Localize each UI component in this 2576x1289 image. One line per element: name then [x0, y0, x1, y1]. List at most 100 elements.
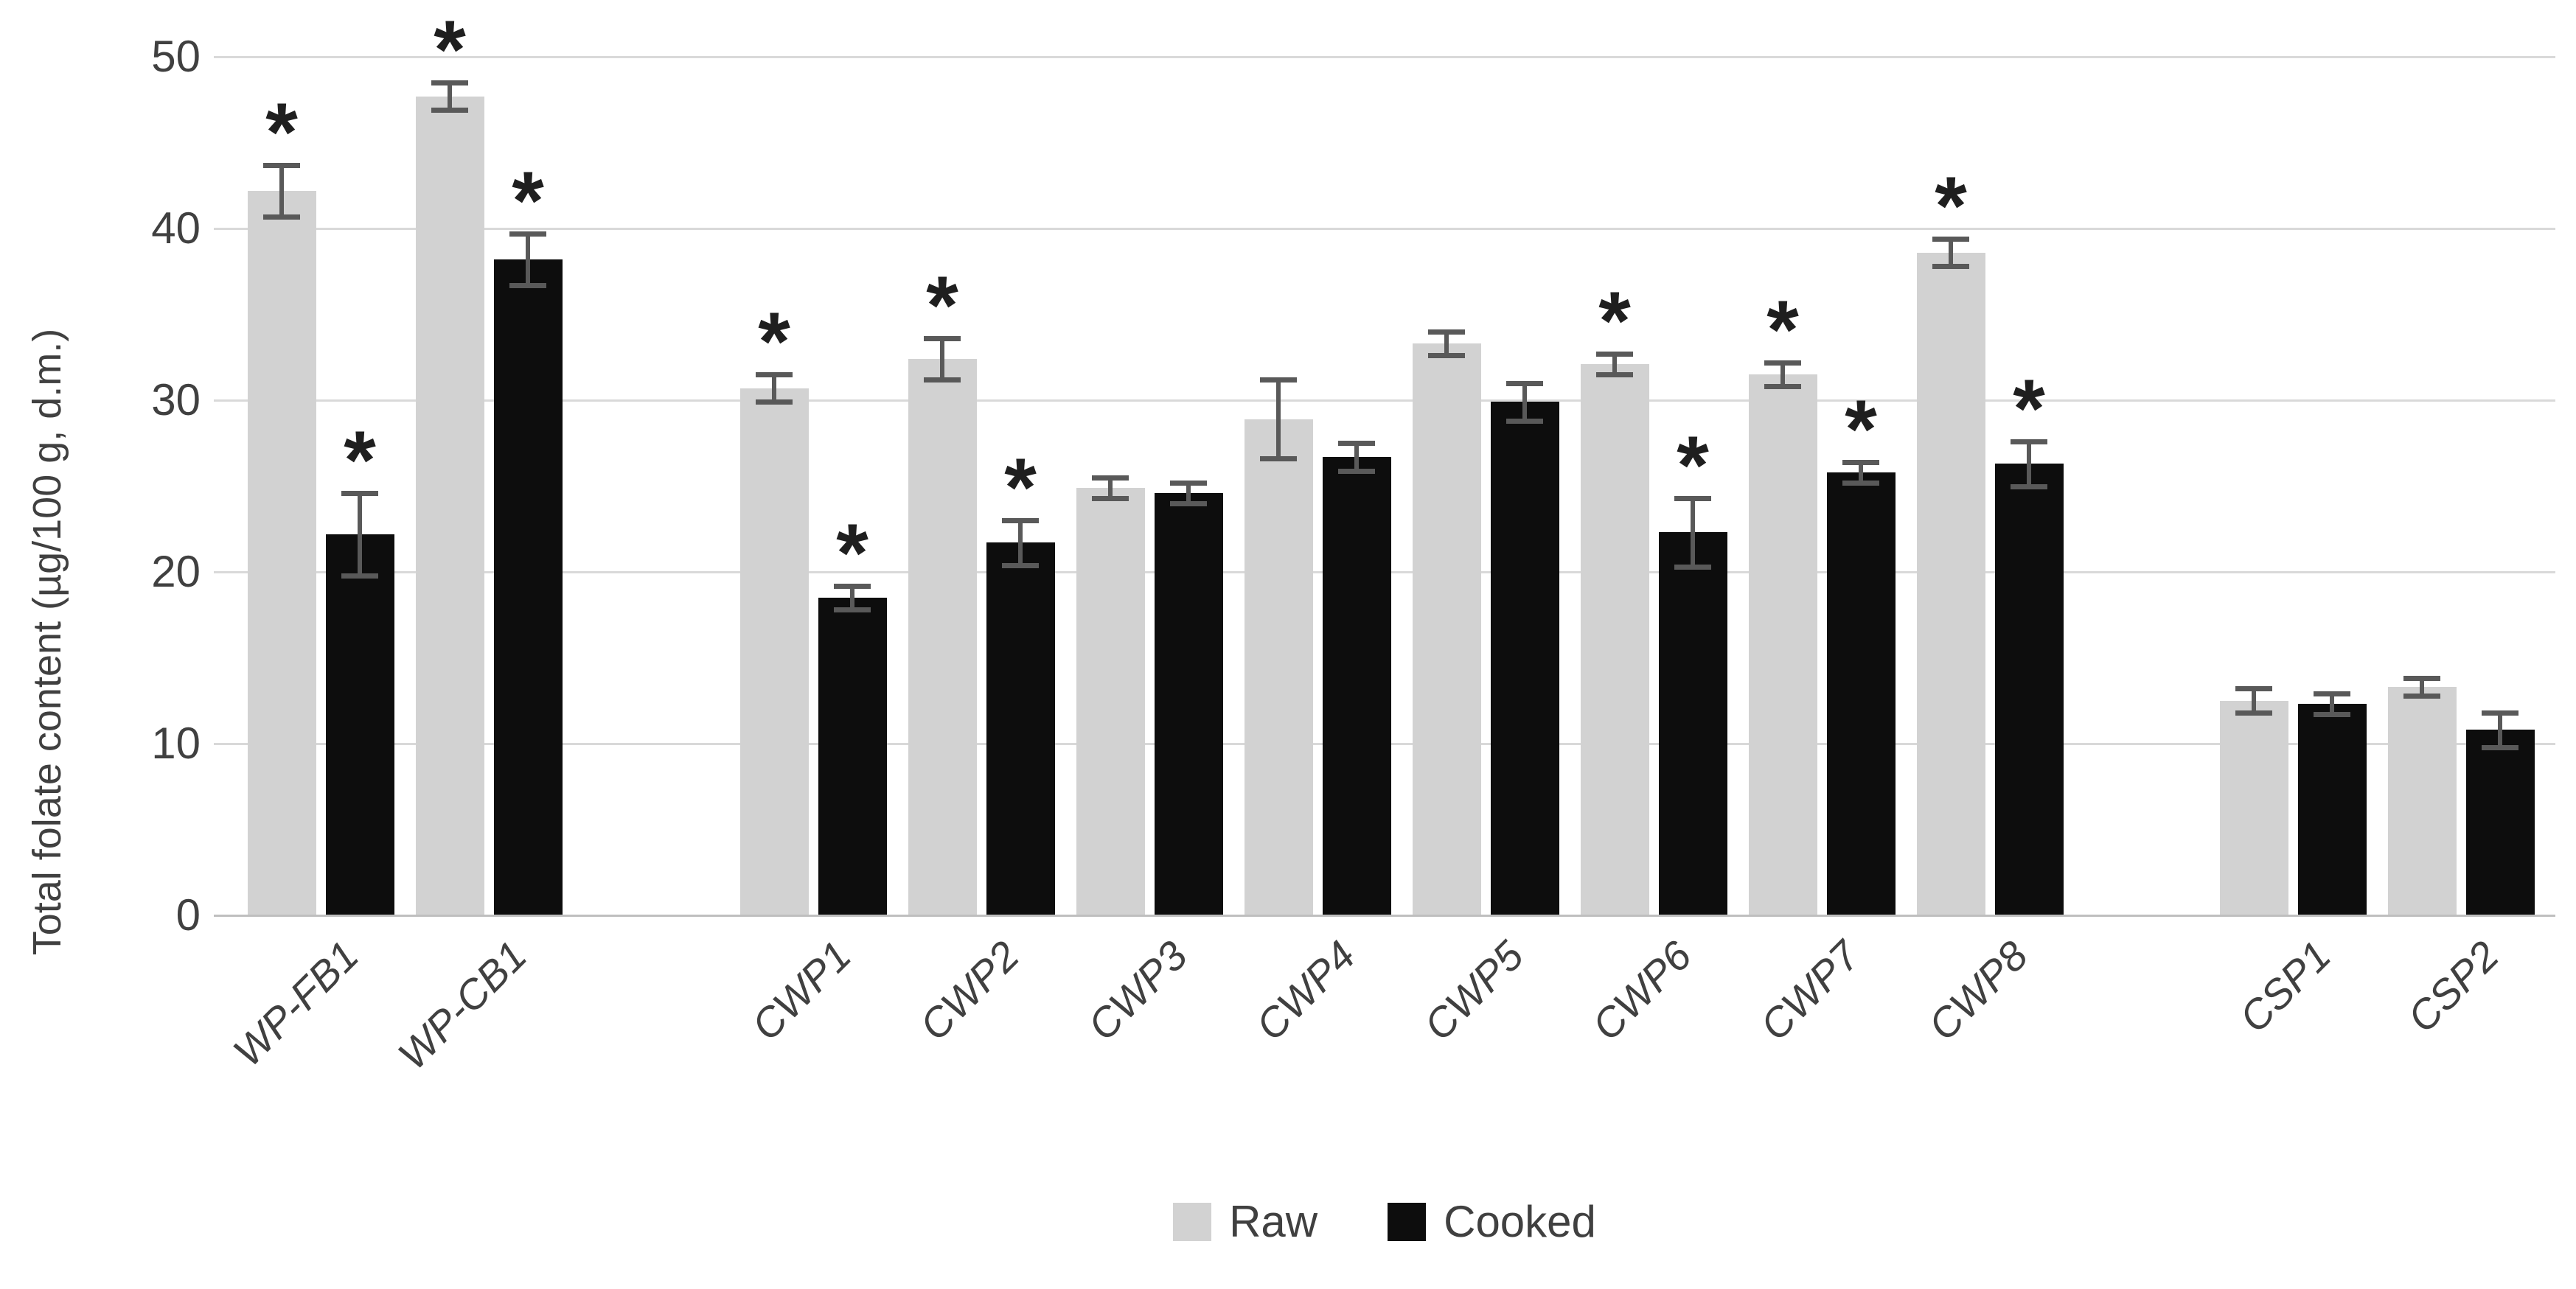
bar-cooked-CWP1	[818, 597, 887, 915]
y-tick-label: 20	[151, 547, 201, 596]
bar-cooked-CWP4	[1322, 456, 1391, 915]
error-bar	[1444, 331, 1449, 356]
error-bar-cap	[1170, 480, 1207, 486]
error-bar-cap	[1596, 352, 1633, 357]
bar-cooked-CSP1	[2297, 704, 2367, 915]
significance-asterisk: *	[1598, 275, 1631, 368]
error-bar-cap	[2011, 439, 2047, 444]
error-bar	[1186, 482, 1191, 503]
error-bar-cap	[1002, 562, 1039, 568]
bar-cooked-CWP8	[1994, 464, 2064, 915]
bar-raw-WP-FB1	[247, 190, 316, 915]
y-axis-title: Total folate content (µg/100 g, d.m.)	[25, 328, 69, 956]
error-bar-cap	[2403, 676, 2440, 682]
significance-asterisk: *	[926, 259, 958, 352]
bar-raw-CWP8	[1916, 252, 1985, 915]
error-bar	[940, 338, 944, 380]
error-bar	[1780, 362, 1785, 387]
error-bar-cap	[263, 214, 300, 220]
error-bar-cap	[1764, 384, 1801, 390]
error-bar-cap	[756, 399, 793, 405]
error-bar	[2420, 678, 2424, 696]
error-bar	[2252, 688, 2256, 713]
error-bar	[1522, 382, 1527, 421]
error-bar	[279, 164, 284, 217]
error-bar	[448, 82, 452, 111]
error-bar-cap	[1842, 480, 1879, 486]
bar-raw-CSP1	[2219, 700, 2288, 915]
error-bar-cap	[1428, 329, 1465, 335]
error-bar-cap	[1170, 500, 1207, 506]
gridline	[214, 55, 2555, 58]
legend-swatch-cooked	[1388, 1203, 1427, 1241]
bar-cooked-CWP3	[1154, 492, 1223, 915]
error-bar-cap	[1338, 468, 1375, 474]
significance-asterisk: *	[512, 154, 544, 247]
error-bar	[850, 585, 854, 610]
error-bar-cap	[1338, 441, 1375, 447]
gridline	[214, 399, 2555, 402]
significance-asterisk: *	[344, 413, 376, 506]
error-bar-cap	[1596, 372, 1633, 378]
error-bar-cap	[2314, 691, 2350, 697]
y-tick-label: 40	[151, 203, 201, 253]
significance-asterisk: *	[1766, 283, 1799, 376]
error-bar-cap	[1842, 459, 1879, 465]
error-bar	[1108, 477, 1113, 498]
error-bar-cap	[509, 282, 546, 288]
bar-cooked-CWP7	[1826, 472, 1896, 915]
y-tick-label: 30	[151, 375, 201, 425]
error-bar-cap	[341, 573, 378, 579]
error-bar-cap	[2235, 686, 2272, 692]
error-bar	[1276, 380, 1281, 459]
significance-asterisk: *	[1845, 382, 1877, 475]
error-bar	[358, 492, 362, 576]
bar-raw-CWP4	[1244, 419, 1313, 915]
error-bar-cap	[1092, 475, 1129, 481]
error-bar	[1949, 238, 1953, 267]
bar-raw-CWP1	[739, 388, 809, 915]
error-bar-cap	[2235, 710, 2272, 716]
bar-cooked-WP-FB1	[325, 534, 394, 915]
error-bar-cap	[834, 607, 871, 613]
significance-asterisk: *	[1004, 441, 1037, 534]
error-bar-cap	[2403, 693, 2440, 699]
error-bar-cap	[1932, 264, 1969, 270]
significance-asterisk: *	[434, 3, 466, 96]
error-bar-cap	[2011, 483, 2047, 489]
legend-swatch-raw	[1173, 1203, 1212, 1241]
error-bar-cap	[1002, 518, 1039, 524]
legend-label-raw: Raw	[1229, 1197, 1318, 1246]
error-bar-cap	[263, 162, 300, 168]
error-bar-cap	[341, 490, 378, 496]
bar-raw-CWP7	[1748, 374, 1817, 915]
error-bar-cap	[1260, 377, 1297, 383]
error-bar-cap	[1674, 495, 1711, 501]
legend-entry-raw: Raw	[1173, 1200, 1317, 1244]
error-bar	[526, 233, 530, 285]
significance-asterisk: *	[2013, 362, 2045, 455]
error-bar-cap	[2482, 744, 2518, 750]
legend: Raw Cooked	[214, 1192, 2555, 1251]
y-tick-label: 50	[151, 32, 201, 81]
significance-asterisk: *	[758, 296, 790, 388]
error-bar	[2498, 713, 2502, 747]
y-tick-label: 10	[151, 719, 201, 768]
bar-raw-WP-CB1	[415, 96, 484, 915]
error-bar-cap	[834, 583, 871, 589]
bar-raw-CSP2	[2387, 687, 2457, 915]
y-tick-label: 0	[175, 890, 201, 940]
significance-asterisk: *	[1935, 159, 1967, 252]
error-bar-cap	[924, 336, 961, 342]
bar-cooked-CWP2	[986, 542, 1055, 915]
error-bar-cap	[2314, 712, 2350, 718]
legend-label-cooked: Cooked	[1444, 1197, 1596, 1246]
significance-asterisk: *	[265, 85, 298, 178]
error-bar-cap	[1674, 565, 1711, 570]
error-bar-cap	[431, 108, 468, 113]
error-bar-cap	[509, 231, 546, 237]
gridline	[214, 227, 2555, 230]
error-bar	[772, 374, 776, 402]
error-bar	[1354, 443, 1359, 471]
